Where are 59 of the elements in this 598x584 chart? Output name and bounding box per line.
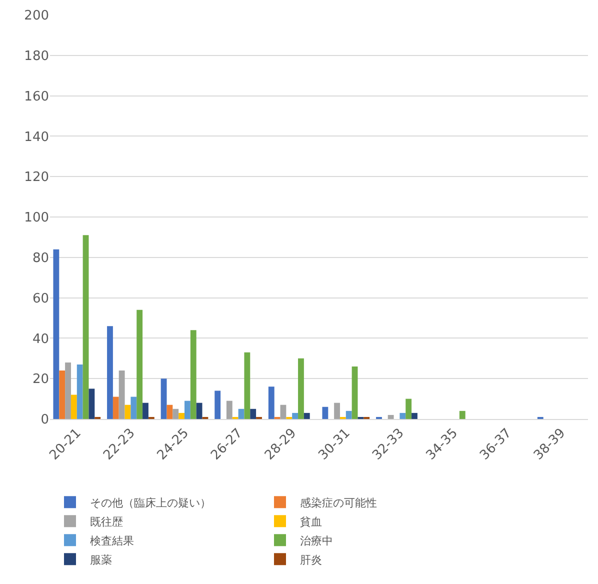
y-tick-label: 200	[24, 8, 49, 24]
bar	[166, 404, 173, 419]
bar	[190, 330, 196, 419]
legend-label: その他（臨床上の疑い）	[90, 496, 211, 510]
bar	[184, 400, 190, 419]
bar	[130, 396, 137, 419]
legend-label: 肝炎	[300, 553, 322, 566]
legend-label: 貧血	[300, 515, 322, 528]
bar	[459, 410, 466, 419]
bar	[65, 362, 71, 419]
bar	[124, 404, 131, 419]
bar	[250, 408, 256, 419]
bar	[172, 408, 179, 419]
y-tick-label: 160	[24, 89, 49, 104]
bar	[178, 412, 184, 419]
y-tick-label: 20	[32, 372, 49, 388]
bar	[280, 404, 286, 419]
bar	[196, 402, 202, 419]
bar	[304, 412, 310, 419]
y-tick-label: 80	[32, 250, 49, 266]
bar	[226, 400, 232, 419]
legend-label: 治療中	[300, 534, 333, 548]
bar	[107, 326, 113, 419]
bar	[412, 412, 418, 419]
bar	[388, 414, 394, 419]
bar	[268, 386, 274, 419]
bar	[292, 412, 298, 419]
y-tick-label: 40	[32, 332, 49, 347]
bar	[112, 396, 119, 419]
bar	[70, 394, 77, 419]
legend-label: 検査結果	[90, 534, 134, 548]
bar	[244, 352, 250, 419]
bar	[322, 406, 328, 419]
bar	[238, 408, 244, 419]
bar	[59, 370, 66, 419]
y-tick-label: 100	[24, 210, 49, 226]
bar	[53, 249, 60, 419]
bar	[160, 378, 167, 419]
bar	[142, 402, 148, 419]
bar	[76, 364, 83, 419]
bar	[136, 310, 143, 419]
bar	[400, 412, 406, 419]
bar	[346, 410, 352, 419]
y-tick-label: 140	[24, 130, 49, 145]
bar	[214, 390, 221, 419]
y-tick-label: 180	[24, 48, 49, 64]
bar	[406, 398, 412, 419]
bar	[334, 402, 340, 419]
bar	[352, 366, 358, 419]
bar	[298, 358, 304, 419]
bar	[88, 388, 95, 419]
y-tick-label: 120	[24, 170, 49, 186]
bar	[118, 370, 125, 419]
y-tick-label: 60	[32, 291, 49, 306]
y-tick-label: 0	[40, 412, 49, 428]
legend-label: 既往歴	[90, 515, 123, 528]
legend-label: 感染症の可能性	[300, 496, 377, 510]
legend-label: 服薬	[90, 553, 112, 566]
bar	[82, 235, 89, 419]
